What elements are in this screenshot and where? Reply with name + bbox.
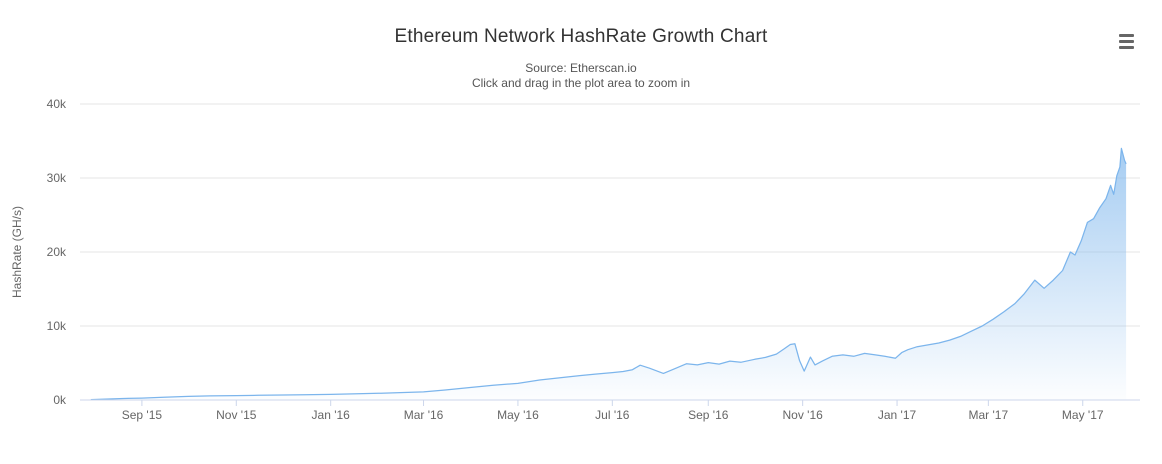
- x-tick-label: Mar '16: [404, 408, 444, 422]
- x-tick-label: May '17: [1062, 408, 1104, 422]
- chart-subtitle-source: Source: Etherscan.io: [525, 61, 637, 75]
- hashrate-series: [90, 147, 1127, 401]
- x-tick-label: Jul '16: [595, 408, 630, 422]
- hamburger-bar: [1119, 40, 1134, 43]
- x-tick-label: Nov '15: [216, 408, 257, 422]
- y-tick-label: 0k: [53, 393, 67, 407]
- plot-area[interactable]: [80, 104, 1140, 400]
- chart-subtitle-hint: Click and drag in the plot area to zoom …: [471, 76, 691, 90]
- x-tick-label: Jan '16: [312, 408, 351, 422]
- y-tick-label: 10k: [47, 319, 67, 333]
- hamburger-bar: [1119, 34, 1134, 37]
- x-tick-label: Nov '16: [783, 408, 824, 422]
- hashrate-area: [90, 148, 1127, 400]
- axes: 0k 10k 20k 30k 40k Sep '15 Nov '15 Jan '16 Mar '…: [47, 97, 1140, 422]
- x-tick-label: Sep '15: [122, 408, 163, 422]
- x-tick-label: May '16: [497, 408, 539, 422]
- y-tick-label: 30k: [47, 171, 67, 185]
- x-tick-label: Sep '16: [688, 408, 729, 422]
- hamburger-bar: [1119, 46, 1134, 49]
- y-tick-label: 20k: [47, 245, 67, 259]
- chart-title: Ethereum Network HashRate Growth Chart: [394, 26, 768, 47]
- hamburger-menu-icon[interactable]: [1119, 33, 1135, 50]
- hashrate-line: [90, 147, 1127, 401]
- x-tick-label: Mar '17: [969, 408, 1009, 422]
- x-tick-label: Jan '17: [878, 408, 917, 422]
- y-tick-label: 40k: [47, 97, 67, 111]
